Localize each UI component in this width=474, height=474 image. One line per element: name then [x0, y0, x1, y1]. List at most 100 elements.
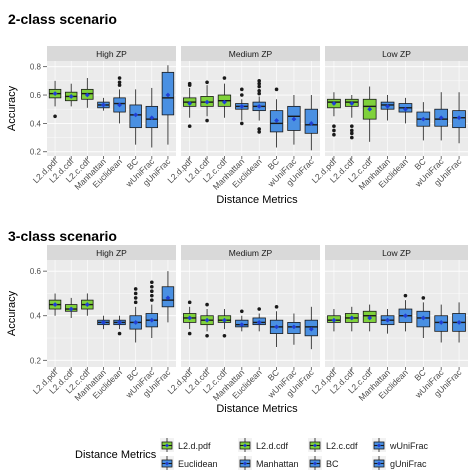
outlier-point: [117, 83, 122, 87]
outlier-point: [53, 114, 57, 119]
legend-key-mean: [377, 461, 381, 466]
box-manhattan: [380, 309, 395, 334]
outlier-point: [150, 298, 154, 302]
box-l2-c-cdf: [81, 293, 94, 316]
outlier-point: [257, 84, 261, 89]
facet-strip: [47, 245, 176, 260]
box-wunifrac: [145, 280, 159, 339]
legend-key-mean: [243, 443, 247, 448]
x-axis-label: Distance Metrics: [216, 194, 298, 206]
chart-1: 2-class scenarioAccuracy0.20.40.60.8High…: [6, 11, 468, 206]
facet-panel: Low ZPL2.d.pdfL2.d.cdfL2.c.cdfManhattanE…: [310, 46, 468, 192]
mean-marker: [331, 317, 337, 323]
panel-background: [181, 260, 320, 367]
facet-label: High ZP: [96, 49, 127, 59]
mean-marker: [367, 315, 373, 321]
outlier-point: [150, 284, 154, 289]
mean-marker: [403, 106, 408, 112]
outlier-point: [350, 124, 354, 129]
outlier-point: [205, 333, 209, 338]
facet-panel: Medium ZPL2.d.pdfL2.d.cdfL2.c.cdfManhatt…: [165, 46, 320, 192]
box-l2-d-cdf: [344, 95, 359, 140]
outlier-point: [257, 130, 261, 134]
outlier-point: [403, 293, 408, 298]
legend-label: wUniFrac: [389, 441, 429, 451]
mean-marker: [385, 317, 390, 323]
outlier-point: [205, 80, 209, 85]
box-wunifrac: [434, 304, 449, 343]
facet-panel: Medium ZPL2.d.pdfL2.d.cdfL2.c.cdfManhatt…: [165, 245, 320, 403]
mean-marker: [84, 92, 90, 98]
outlier-point: [332, 128, 336, 133]
facet-label: Low ZP: [382, 49, 411, 59]
outlier-point: [257, 307, 261, 311]
mean-marker: [117, 102, 122, 108]
outlier-point: [257, 81, 261, 86]
legend-label: L2.c.cdf: [326, 441, 358, 451]
outlier-point: [150, 293, 154, 298]
y-tick-label: 0.8: [30, 63, 42, 72]
box-wunifrac: [145, 87, 159, 148]
facet-panel: High ZPL2.d.pdfL2.d.cdfL2.c.cdfManhattan…: [31, 46, 176, 192]
box-l2-c-cdf: [217, 309, 232, 338]
facet-label: Medium ZP: [229, 248, 273, 258]
mean-marker: [187, 101, 193, 106]
x-axis-label: Distance Metrics: [216, 403, 298, 415]
mean-marker: [256, 103, 262, 109]
y-axis-label: Accuracy: [6, 85, 18, 131]
outlier-point: [240, 309, 244, 314]
box-l2-d-pdf: [183, 81, 197, 129]
mean-marker: [256, 320, 262, 325]
legend-key-mean: [165, 443, 169, 448]
box-l2-d-cdf: [200, 80, 214, 123]
y-tick-label: 0.4: [30, 312, 42, 321]
mean-marker: [367, 106, 373, 112]
outlier-point: [205, 302, 209, 307]
mean-marker: [239, 322, 245, 328]
box-wunifrac: [434, 92, 449, 141]
box-manhattan: [235, 87, 249, 126]
box-l2-d-pdf: [48, 293, 62, 316]
box-euclidean: [398, 97, 413, 124]
box-l2-c-cdf: [81, 78, 94, 108]
outlier-point: [133, 300, 138, 305]
box-l2-d-pdf: [327, 309, 341, 332]
mean-marker: [291, 324, 297, 330]
outlier-point: [133, 291, 138, 296]
facet-panel: Low ZPL2.d.pdfL2.d.cdfL2.c.cdfManhattanE…: [310, 245, 468, 403]
outlier-point: [187, 331, 192, 336]
chart-title: 2-class scenario: [8, 11, 117, 27]
box-l2-d-pdf: [327, 92, 341, 137]
facet-strip: [181, 46, 320, 61]
facet-strip: [325, 245, 468, 260]
box-manhattan: [380, 95, 395, 121]
mean-marker: [456, 115, 462, 121]
box-l2-d-pdf: [183, 300, 197, 336]
box-gunifrac: [452, 302, 466, 343]
outlier-point: [222, 76, 227, 80]
legend-key-mean: [243, 461, 247, 466]
outlier-point: [133, 296, 138, 300]
outlier-point: [350, 131, 354, 136]
mean-marker: [84, 302, 90, 307]
mean-marker: [438, 320, 444, 325]
facet-strip: [181, 245, 320, 260]
mean-marker: [101, 320, 106, 325]
outlier-point: [350, 135, 354, 140]
mean-marker: [420, 315, 426, 321]
mean-marker: [149, 115, 155, 121]
facet-panel: High ZPL2.d.pdfL2.d.cdfL2.c.cdfManhattan…: [31, 245, 176, 403]
outlier-point: [421, 296, 426, 300]
legend-key-mean: [377, 443, 381, 448]
mean-marker: [68, 306, 74, 312]
legend-key-mean: [313, 461, 317, 466]
y-tick-label: 0.2: [30, 148, 42, 157]
mean-marker: [274, 118, 279, 123]
mean-marker: [165, 92, 171, 98]
box-manhattan: [235, 309, 249, 332]
mean-marker: [349, 101, 355, 106]
outlier-point: [257, 91, 261, 96]
outlier-point: [350, 128, 354, 133]
box-bc: [416, 296, 431, 339]
box-l2-c-cdf: [217, 76, 232, 118]
